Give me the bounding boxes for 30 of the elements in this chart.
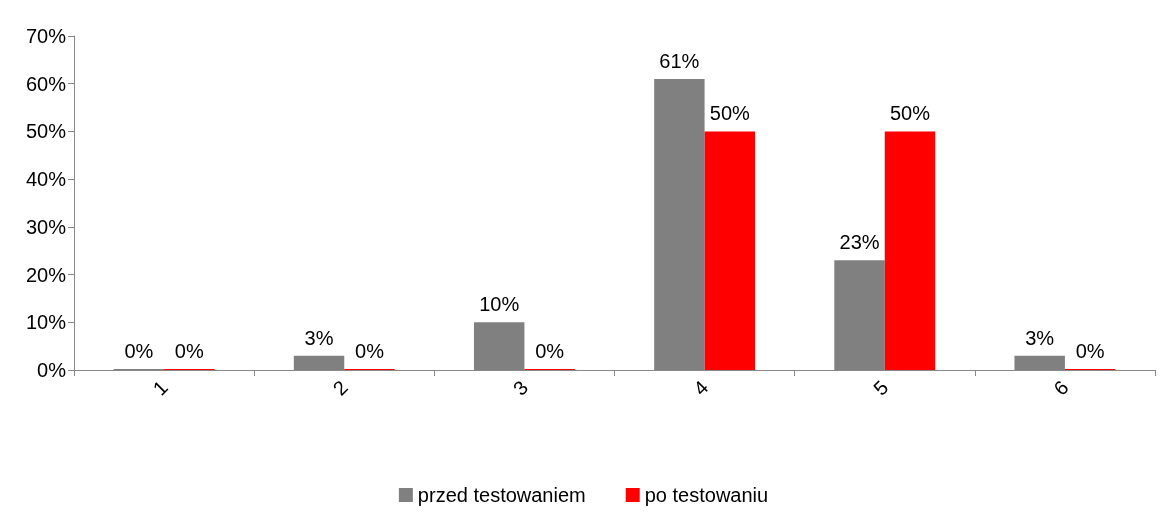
data-label: 10% [479, 293, 520, 316]
x-tick-label: 4 [688, 376, 713, 400]
y-tick-label: 50% [25, 120, 67, 143]
y-tick-label: 10% [25, 311, 67, 334]
legend-label: po testowaniu [644, 484, 769, 506]
legend-label: przed testowaniem [417, 484, 586, 506]
y-tick-label: 60% [25, 72, 67, 95]
y-tick-label: 30% [25, 215, 67, 238]
data-label: 23% [839, 231, 880, 254]
data-label: 3% [1025, 326, 1055, 349]
bar [704, 131, 756, 370]
x-tick-label: 5 [869, 376, 893, 400]
x-tick-label: 3 [508, 376, 533, 400]
data-label: 3% [304, 326, 334, 349]
data-label: 61% [659, 49, 700, 72]
x-tick-label: 6 [1049, 376, 1073, 400]
x-tick-label: 1 [148, 376, 172, 400]
y-tick-label: 70% [25, 25, 67, 47]
data-label: 0% [124, 340, 154, 362]
y-tick-label: 40% [25, 168, 67, 191]
y-tick-label: 0% [37, 359, 67, 381]
bar [884, 131, 936, 370]
data-label: 0% [1075, 340, 1105, 362]
data-label: 0% [174, 340, 204, 362]
data-label: 50% [889, 102, 931, 125]
y-tick-label: 20% [25, 263, 67, 286]
data-label: 0% [355, 340, 385, 362]
x-tick-label: 2 [328, 376, 353, 400]
data-label: 50% [709, 102, 751, 125]
data-label: 0% [535, 340, 565, 362]
